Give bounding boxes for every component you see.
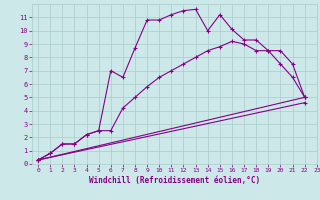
X-axis label: Windchill (Refroidissement éolien,°C): Windchill (Refroidissement éolien,°C) [89, 176, 260, 185]
